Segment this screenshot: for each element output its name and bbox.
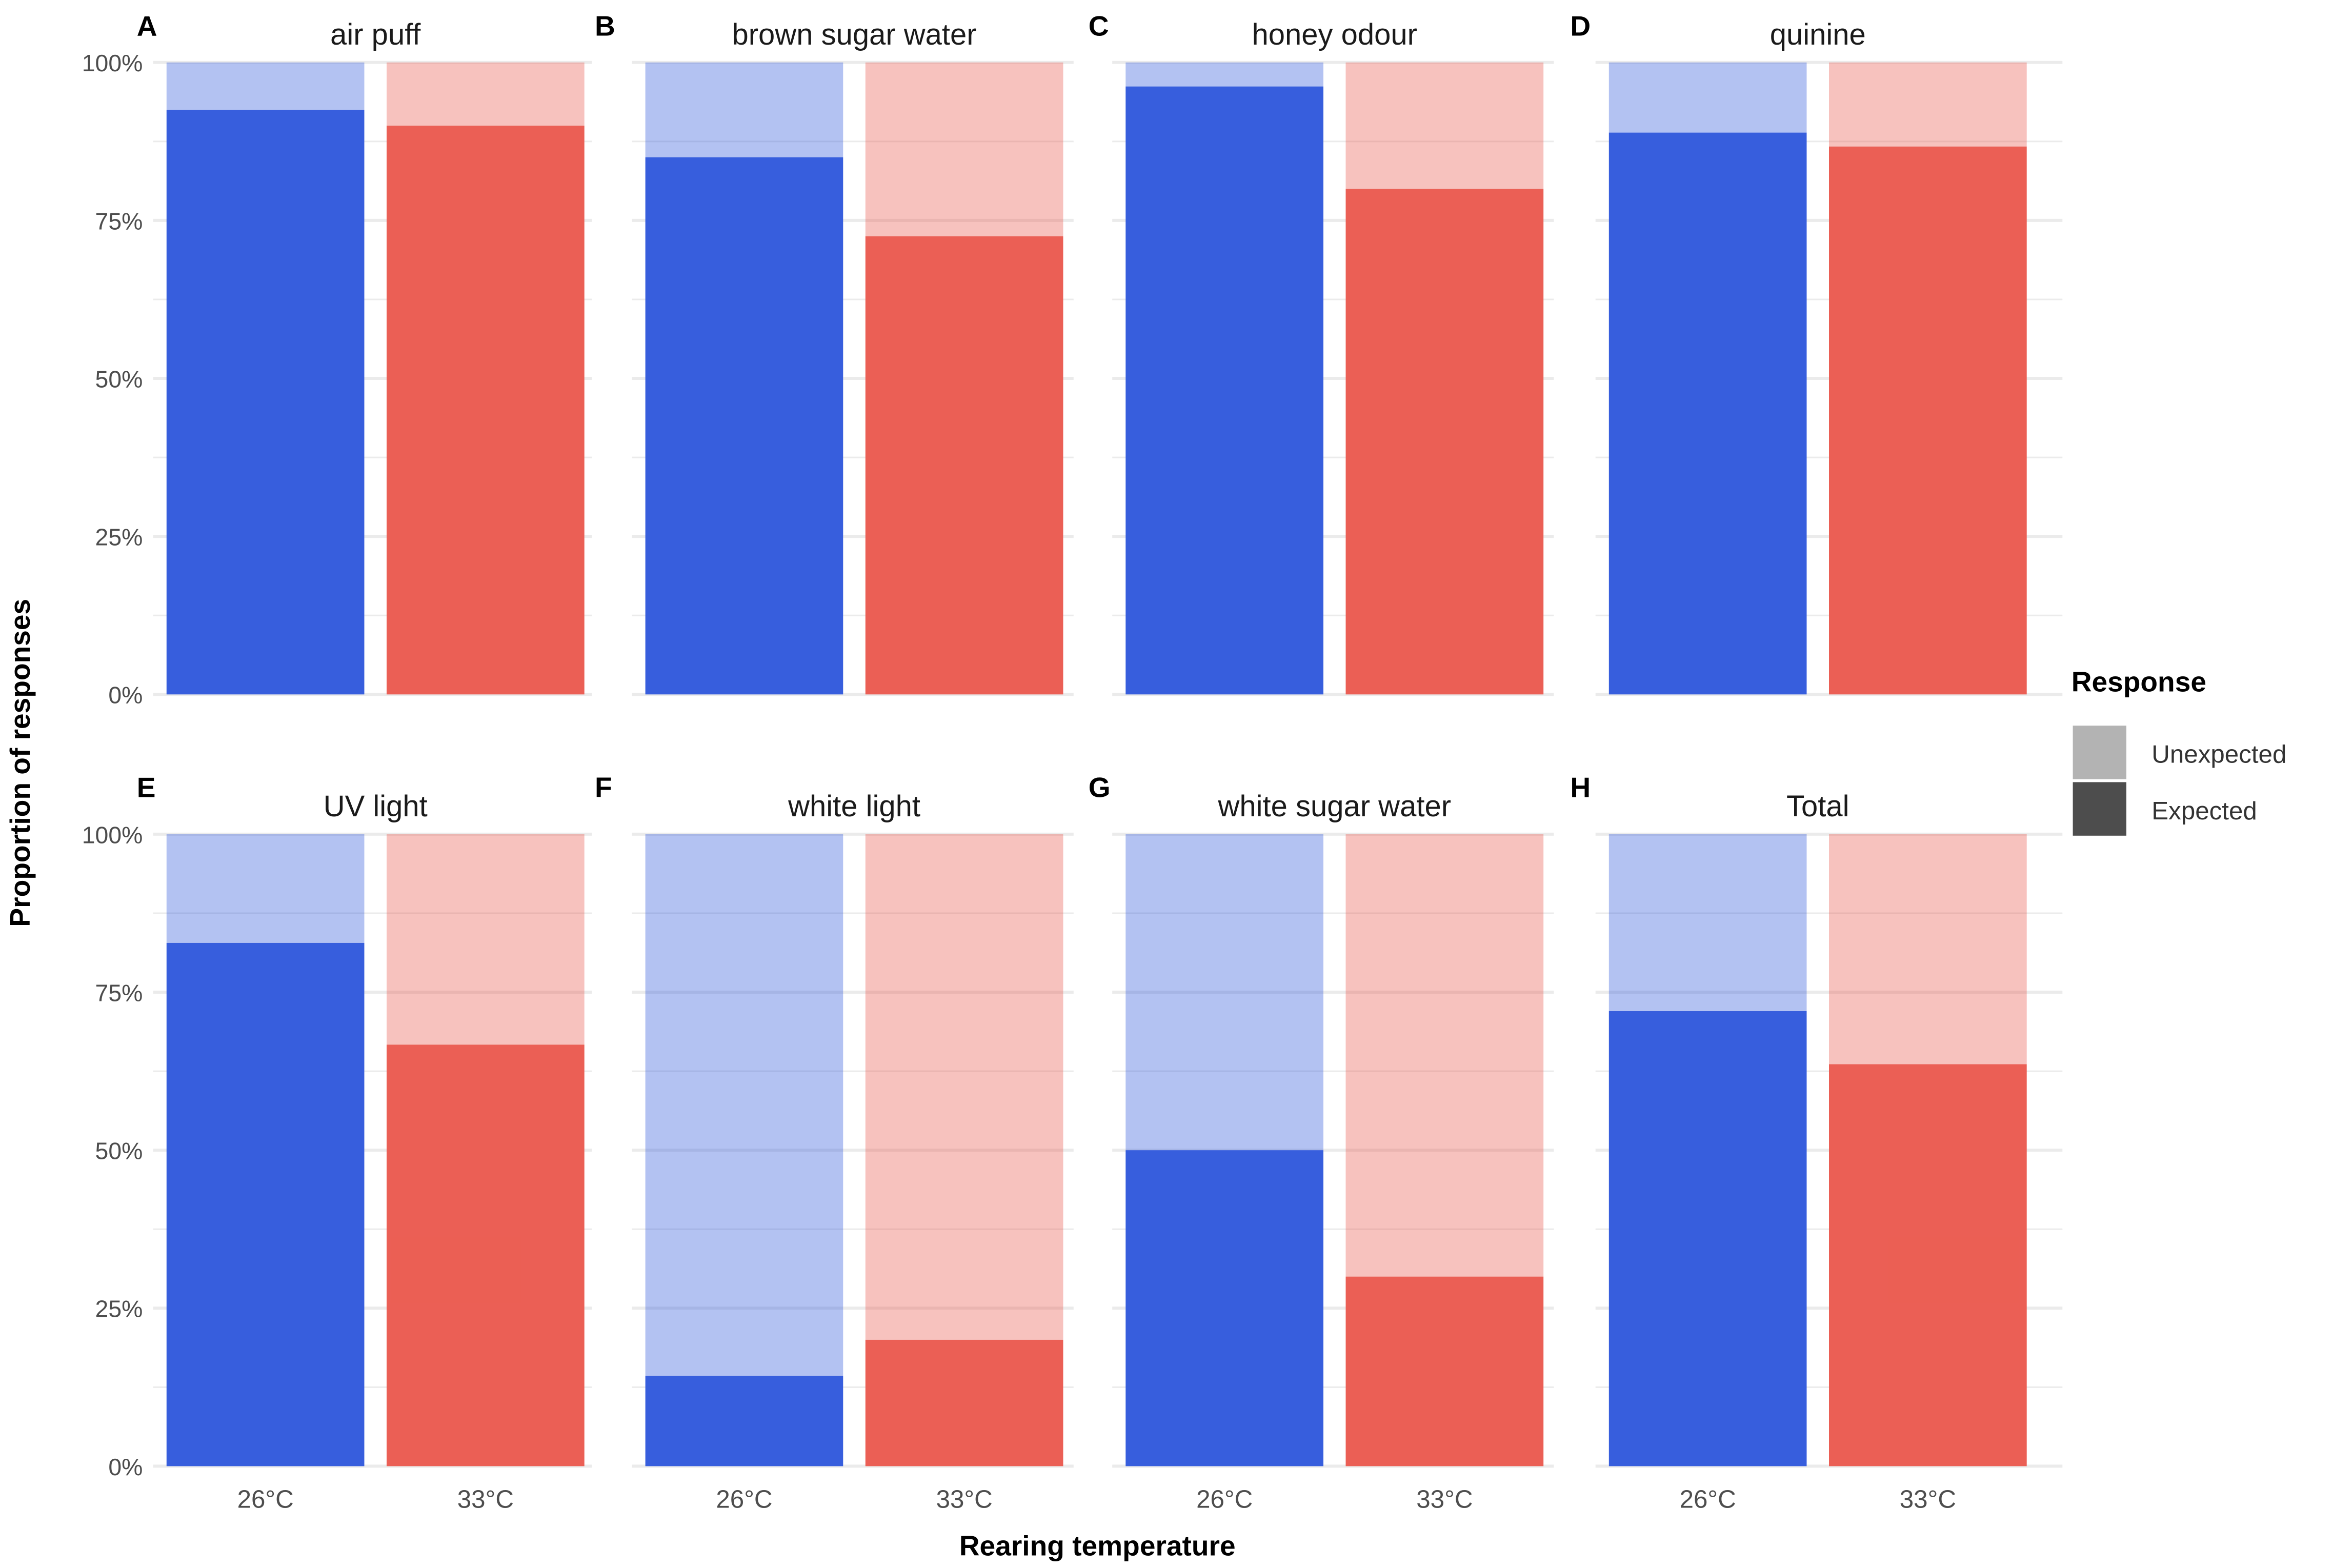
bar-unexpected [1125, 834, 1323, 1151]
bar-unexpected [645, 62, 843, 157]
bar-unexpected [1608, 62, 1807, 133]
facet-title: UV light [324, 790, 428, 823]
bar-unexpected [1829, 834, 2027, 1064]
bar-expected [1829, 146, 2027, 695]
bar-expected [1125, 86, 1323, 695]
y-tick-label: 25% [95, 1296, 143, 1322]
bar-unexpected [1829, 62, 2027, 147]
bar-expected [166, 942, 365, 1466]
x-axis-title: Rearing temperature [959, 1530, 1236, 1561]
panel-letter: E [137, 771, 156, 803]
bar-unexpected [166, 62, 365, 110]
bar-unexpected [865, 62, 1063, 236]
legend-key-expected [2073, 782, 2126, 836]
bar-expected [1125, 1150, 1323, 1466]
legend-label-unexpected: Unexpected [2151, 740, 2286, 769]
y-tick-label: 0% [108, 682, 143, 709]
bar-unexpected [1125, 62, 1323, 87]
x-tick-label: 33°C [1416, 1485, 1473, 1514]
x-tick-label: 33°C [1900, 1485, 1956, 1514]
bar-unexpected [1345, 834, 1544, 1277]
x-tick-label: 33°C [936, 1485, 993, 1514]
y-axis-title: Proportion of responses [4, 599, 36, 927]
x-tick-label: 26°C [237, 1485, 294, 1514]
panel-letter: C [1089, 10, 1109, 42]
bar-expected [387, 126, 585, 695]
panel-letter: H [1570, 771, 1591, 803]
bar-unexpected [1345, 62, 1544, 189]
bar-expected [1345, 189, 1544, 695]
y-tick-label: 50% [95, 1138, 143, 1164]
x-tick-label: 26°C [716, 1485, 772, 1514]
panel-letter: D [1570, 10, 1591, 42]
bar-expected [865, 1339, 1063, 1466]
panel-letter: F [595, 771, 612, 803]
y-tick-label: 100% [82, 821, 143, 848]
bar-expected [1829, 1064, 2027, 1466]
bar-unexpected [645, 834, 843, 1376]
y-tick-label: 75% [95, 208, 143, 234]
y-tick-label: 100% [82, 50, 143, 76]
y-tick-label: 75% [95, 979, 143, 1006]
bar-expected [645, 1376, 843, 1466]
facet-title: Total [1786, 790, 1849, 823]
panel-letter: G [1089, 771, 1111, 803]
panel-letter: B [595, 10, 615, 42]
bar-unexpected [166, 834, 365, 943]
x-tick-label: 26°C [1680, 1485, 1736, 1514]
bar-expected [387, 1044, 585, 1466]
bar-unexpected [387, 834, 585, 1045]
facet-title: white light [788, 790, 920, 823]
facet-title: honey odour [1252, 18, 1417, 51]
bar-expected [1345, 1276, 1544, 1466]
x-tick-label: 33°C [457, 1485, 514, 1514]
legend-key-unexpected [2073, 726, 2126, 779]
bar-unexpected [1608, 834, 1807, 1011]
x-tick-label: 26°C [1196, 1485, 1253, 1514]
bar-unexpected [387, 62, 585, 126]
bar-unexpected [865, 834, 1063, 1340]
facet-title: brown sugar water [732, 18, 976, 51]
facet-title: white sugar water [1217, 790, 1451, 823]
facet-title: air puff [330, 18, 421, 51]
panel-letter: A [137, 10, 157, 42]
bar-expected [865, 236, 1063, 695]
y-tick-label: 50% [95, 366, 143, 392]
bar-expected [1608, 1011, 1807, 1466]
legend-label-expected: Expected [2151, 797, 2257, 825]
bar-expected [645, 157, 843, 695]
y-tick-label: 25% [95, 524, 143, 551]
bar-expected [166, 110, 365, 695]
facet-title: quinine [1770, 18, 1866, 51]
bar-expected [1608, 132, 1807, 695]
legend-title: Response [2071, 666, 2206, 698]
y-tick-label: 0% [108, 1454, 143, 1480]
